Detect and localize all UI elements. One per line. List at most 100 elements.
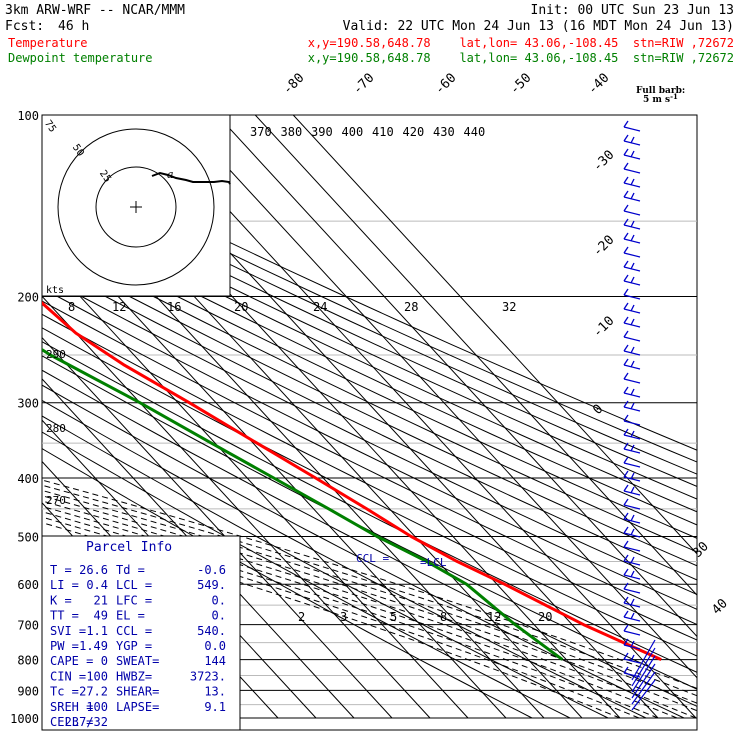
pressure-label-600: 600 <box>17 578 39 592</box>
wind-barb <box>623 344 641 356</box>
dry-adiabat-270 <box>42 415 609 719</box>
temperature-legend-label: Temperature <box>8 36 87 50</box>
wind-speed-label-32: 32 <box>502 300 516 314</box>
moist-adiabat-20 <box>42 500 697 719</box>
hodograph-trace <box>151 171 231 185</box>
wind-barb <box>623 386 641 398</box>
isotherm-label--40: -40 <box>585 71 612 98</box>
dry-adiabat-430 <box>42 203 697 513</box>
dry-adiabat-280 <box>42 399 647 719</box>
valid-time: Valid: 22 UTC Mon 24 Jun 13 (16 MDT Mon … <box>343 19 734 34</box>
parcel-row-0-a: T = <box>50 563 72 577</box>
wind-barb <box>623 148 641 160</box>
parcel-row-5-b: 1.49 <box>79 639 108 653</box>
wind-speed-label-16: 16 <box>167 300 181 314</box>
wind-barb <box>623 568 641 580</box>
isotherm-label--20: -20 <box>590 233 617 260</box>
isotherm-40 <box>216 115 697 638</box>
theta-label-270: 270 <box>46 494 66 507</box>
hodograph: 75 50 25 a kts <box>41 114 231 297</box>
wind-speed-label-24: 24 <box>313 300 327 314</box>
parcel-row-4-a: SVI = <box>50 624 86 638</box>
parcel-row-10-b: 237/32 <box>65 715 108 729</box>
parcel-info-frame <box>41 535 241 731</box>
isotherm-30 <box>178 115 697 679</box>
wind-barb <box>623 176 641 188</box>
wind-barb <box>623 498 641 510</box>
theta-e-label-420: 420 <box>403 125 425 139</box>
mixing-ratio-label-12: 12 <box>487 610 501 624</box>
parcel-row-6-b: 0 <box>101 654 108 668</box>
dry-adiabat-450 <box>42 181 697 487</box>
parcel-row-6-c: SWEAT= <box>116 654 159 668</box>
wind-barb <box>623 526 641 538</box>
parcel-row-4-c: CCL = <box>116 624 152 638</box>
wind-barb <box>623 372 641 384</box>
isotherm--60 <box>42 336 393 719</box>
wind-barb <box>623 330 641 342</box>
pressure-label-300: 300 <box>17 397 39 411</box>
moist-adiabat-0 <box>42 522 621 719</box>
fcst-value: 46 h <box>58 19 89 34</box>
wind-barb <box>623 190 641 202</box>
moist-adiabat-35 <box>42 484 697 697</box>
ccl-label: CCL = <box>356 552 389 565</box>
dry-adiabat-340 <box>42 313 697 641</box>
wind-barb <box>623 484 641 496</box>
parcel-row-1-c: LCL = <box>116 578 152 592</box>
dry-adiabat-460 <box>42 171 697 475</box>
parcel-row-4-b: 1.1 <box>86 624 108 638</box>
moist-adiabat-15 <box>42 505 678 719</box>
parcel-row-3-d: 0. <box>212 609 226 623</box>
wind-barb-column <box>623 120 656 711</box>
parcel-info-title: Parcel Info <box>86 540 172 555</box>
wind-barb <box>623 134 641 146</box>
dry-adiabat-470 <box>42 160 697 463</box>
dry-adiabat-400 <box>42 238 697 553</box>
parcel-row-8-c: SHEAR= <box>116 685 159 699</box>
parcel-row-0-b: 26.6 <box>79 563 108 577</box>
isotherm-label--30: -30 <box>590 148 617 175</box>
isotherm-label-0: 0 <box>590 402 606 418</box>
parcel-row-3-a: TT = <box>50 609 79 623</box>
hodograph-unit: kts <box>46 285 64 296</box>
isotherm-label--80: -80 <box>280 71 307 98</box>
parcel-row-7-b: 100 <box>86 669 108 683</box>
lcl-label: =LCL <box>420 556 447 569</box>
wind-barb <box>623 624 641 636</box>
dry-adiabat-380 <box>42 262 697 581</box>
init-time: Init: 00 UTC Sun 23 Jun 13 <box>531 3 735 18</box>
wind-barb <box>623 400 641 412</box>
parcel-row-7-d: 3723. <box>190 669 226 683</box>
wind-speed-label-12: 12 <box>112 300 126 314</box>
fcst-label: Fcst: <box>5 19 44 34</box>
wind-barb <box>623 582 641 594</box>
pressure-label-1000: 1000 <box>10 712 39 726</box>
pressure-label-900: 900 <box>17 684 39 698</box>
pressure-label-800: 800 <box>17 654 39 668</box>
wind-barb <box>623 302 641 314</box>
wind-barb <box>623 540 641 552</box>
isotherm--70 <box>42 378 355 719</box>
parcel-row-2-b: 21 <box>94 593 108 607</box>
wind-barb <box>623 652 641 664</box>
parcel-row-9-c: LAPSE= <box>116 700 159 714</box>
dewpoint-profile <box>42 347 564 661</box>
hodograph-marker-label: a <box>167 168 174 181</box>
isotherm-label--10: -10 <box>590 314 617 341</box>
wind-barb <box>623 358 641 370</box>
model-title: 3km ARW-WRF -- NCAR/MMM <box>5 3 185 18</box>
theta-e-label-410: 410 <box>372 125 394 139</box>
parcel-row-7-c: HWBZ= <box>116 669 152 683</box>
parcel-row-9-d: 9.1 <box>204 700 226 714</box>
pressure-label-500: 500 <box>17 530 39 544</box>
moist-adiabat-25 <box>42 495 697 712</box>
parcel-info-box: Parcel Info T = 26.6 Td = -0.6 LI = 0.4 LCL = 5… <box>41 535 241 731</box>
dry-adiabat-360 <box>42 287 697 610</box>
parcel-row-5-a: PW = <box>50 639 79 653</box>
parcel-row-8-b: 27.2 <box>79 685 108 699</box>
parcel-row-4-d: 540. <box>197 624 226 638</box>
temperature-profile <box>42 301 662 661</box>
wind-barb <box>623 260 641 272</box>
